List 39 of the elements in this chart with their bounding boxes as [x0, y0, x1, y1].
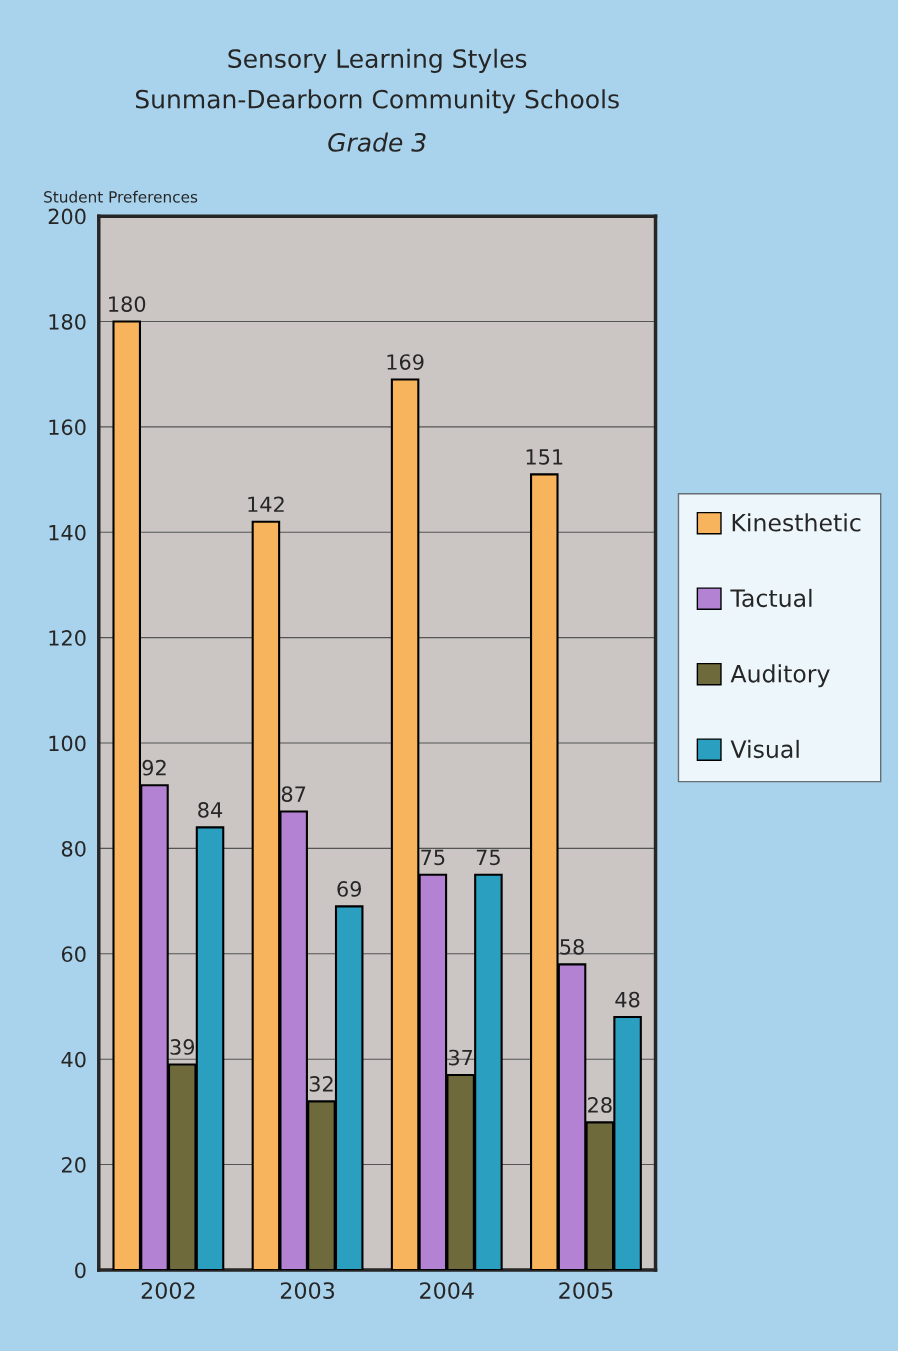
- chart-title: Sensory Learning Styles: [228, 48, 527, 73]
- y-tick-label: 140: [49, 524, 86, 541]
- data-label: 58: [560, 938, 584, 955]
- data-label: 39: [170, 1039, 195, 1055]
- data-label: 48: [615, 991, 640, 1008]
- x-tick-label: 2002: [141, 1282, 195, 1299]
- x-tick-label: 2005: [559, 1282, 613, 1299]
- data-label: 151: [526, 449, 563, 465]
- y-tick-label: 180: [49, 313, 86, 330]
- data-label: 32: [309, 1075, 333, 1092]
- y-tick-label: 0: [75, 1262, 86, 1279]
- data-label: 87: [281, 786, 306, 802]
- data-label: 69: [337, 881, 362, 897]
- y-tick-label: 120: [49, 630, 86, 646]
- data-label: 84: [198, 802, 223, 818]
- legend-label: Tactual: [730, 588, 812, 608]
- y-tick-label: 160: [49, 419, 86, 436]
- data-label: 180: [109, 296, 146, 312]
- data-label: 75: [421, 849, 445, 866]
- x-tick-label: 2003: [280, 1282, 335, 1299]
- y-axis-title: Student Preferences: [44, 190, 198, 203]
- data-label: 28: [588, 1097, 612, 1113]
- legend-label: Visual: [730, 739, 799, 759]
- chart-subtitle: Sunman-Dearborn Community Schools: [135, 89, 619, 114]
- legend-label: Auditory: [730, 664, 830, 688]
- y-tick-label: 60: [61, 946, 86, 963]
- y-tick-label: 20: [61, 1157, 86, 1173]
- data-label: 37: [448, 1049, 473, 1066]
- text: Grade 3: [328, 132, 426, 152]
- legend-label: Kinesthetic: [732, 513, 861, 532]
- y-tick-label: 40: [61, 1051, 86, 1068]
- y-tick-label: 80: [61, 840, 86, 857]
- data-label: 92: [142, 759, 166, 776]
- x-tick-label: 2004: [420, 1282, 474, 1299]
- y-tick-label: 100: [49, 735, 86, 752]
- data-label: 142: [248, 496, 284, 512]
- y-tick-label: 200: [48, 208, 86, 225]
- data-label: 75: [476, 849, 500, 866]
- data-label: 169: [387, 354, 424, 370]
